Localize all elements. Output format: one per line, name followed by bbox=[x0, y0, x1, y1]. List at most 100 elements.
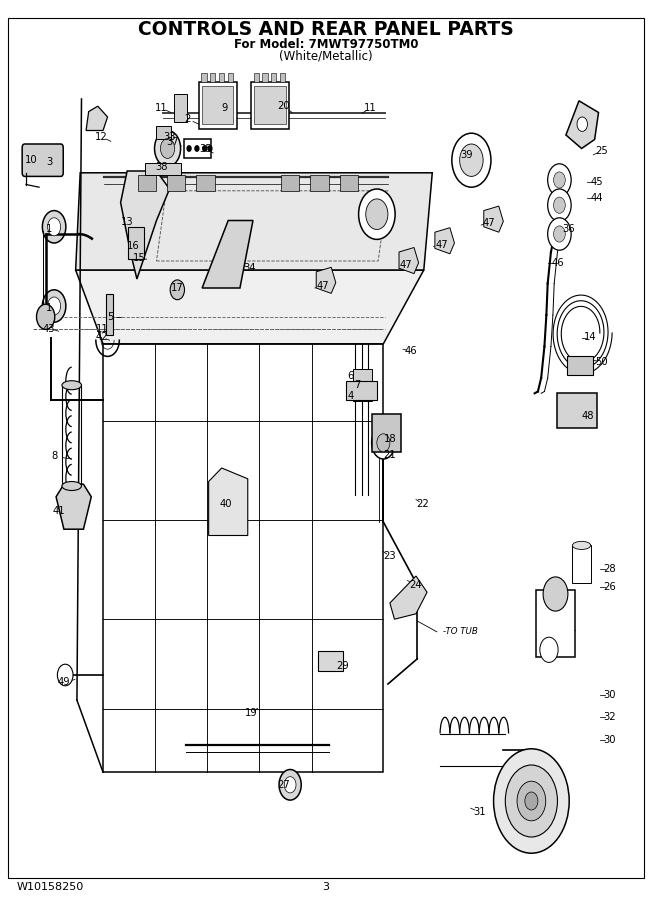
Circle shape bbox=[57, 664, 73, 686]
Circle shape bbox=[170, 280, 185, 300]
Text: 16: 16 bbox=[127, 240, 140, 251]
Text: 3: 3 bbox=[323, 881, 329, 892]
Ellipse shape bbox=[572, 541, 591, 549]
Text: 44: 44 bbox=[590, 193, 603, 203]
Text: 42: 42 bbox=[96, 332, 109, 343]
Bar bbox=[353, 384, 372, 400]
Text: 28: 28 bbox=[603, 563, 616, 574]
Polygon shape bbox=[76, 173, 432, 270]
Bar bbox=[196, 175, 215, 191]
Circle shape bbox=[377, 434, 390, 452]
Polygon shape bbox=[121, 171, 170, 279]
Text: 11: 11 bbox=[96, 323, 109, 334]
Bar bbox=[167, 175, 185, 191]
Bar bbox=[210, 73, 215, 82]
Text: CONTROLS AND REAR PANEL PARTS: CONTROLS AND REAR PANEL PARTS bbox=[138, 20, 514, 40]
Bar bbox=[251, 82, 289, 129]
Polygon shape bbox=[390, 576, 427, 619]
Bar bbox=[318, 651, 343, 670]
Circle shape bbox=[48, 218, 61, 236]
Circle shape bbox=[42, 290, 66, 322]
Bar bbox=[254, 73, 259, 82]
Text: 46: 46 bbox=[404, 346, 417, 356]
Text: 39: 39 bbox=[460, 149, 473, 160]
Bar bbox=[271, 73, 276, 82]
Text: (White/Metallic): (White/Metallic) bbox=[279, 50, 373, 62]
Ellipse shape bbox=[62, 482, 82, 490]
Text: 6: 6 bbox=[348, 371, 354, 382]
Text: 12: 12 bbox=[95, 131, 108, 142]
Bar bbox=[103, 344, 383, 772]
Bar bbox=[346, 381, 377, 400]
Bar bbox=[106, 294, 113, 335]
Bar bbox=[228, 73, 233, 82]
Text: 11: 11 bbox=[155, 103, 168, 113]
Circle shape bbox=[160, 139, 175, 158]
Text: 31: 31 bbox=[473, 806, 486, 817]
Polygon shape bbox=[202, 220, 253, 288]
Text: 22: 22 bbox=[416, 499, 429, 509]
Circle shape bbox=[195, 146, 199, 151]
Text: 13: 13 bbox=[121, 217, 134, 228]
Circle shape bbox=[42, 211, 66, 243]
Bar bbox=[340, 175, 358, 191]
Bar bbox=[572, 545, 591, 583]
Text: 32: 32 bbox=[603, 712, 616, 723]
Circle shape bbox=[155, 130, 181, 166]
Text: 47: 47 bbox=[482, 218, 496, 229]
Text: 3: 3 bbox=[46, 157, 52, 167]
Bar bbox=[536, 590, 575, 657]
Text: 50: 50 bbox=[595, 356, 608, 367]
FancyBboxPatch shape bbox=[372, 414, 401, 452]
Text: 49: 49 bbox=[57, 677, 70, 688]
Text: 47: 47 bbox=[399, 260, 412, 271]
Text: 38: 38 bbox=[155, 161, 168, 172]
Text: 37: 37 bbox=[166, 137, 179, 148]
Bar bbox=[199, 82, 237, 129]
Text: 19: 19 bbox=[244, 707, 258, 718]
Bar bbox=[174, 94, 187, 122]
Circle shape bbox=[525, 792, 538, 810]
Text: 33: 33 bbox=[163, 131, 176, 142]
Text: 9: 9 bbox=[222, 103, 228, 113]
Text: W10158250: W10158250 bbox=[16, 881, 83, 892]
Bar bbox=[262, 73, 267, 82]
Polygon shape bbox=[56, 484, 91, 529]
Polygon shape bbox=[76, 270, 424, 344]
Polygon shape bbox=[566, 101, 599, 148]
Circle shape bbox=[460, 144, 483, 176]
Text: 47: 47 bbox=[436, 239, 449, 250]
Text: 48: 48 bbox=[582, 410, 595, 421]
Polygon shape bbox=[86, 106, 108, 130]
Bar bbox=[202, 86, 233, 124]
Polygon shape bbox=[399, 248, 419, 274]
Text: 46: 46 bbox=[551, 257, 564, 268]
Text: 40: 40 bbox=[220, 499, 233, 509]
Text: 14: 14 bbox=[584, 332, 597, 343]
Text: -TO TUB: -TO TUB bbox=[443, 627, 478, 636]
FancyBboxPatch shape bbox=[557, 393, 597, 428]
Bar bbox=[281, 175, 299, 191]
Text: 30: 30 bbox=[603, 689, 616, 700]
Circle shape bbox=[37, 304, 55, 329]
Text: 18: 18 bbox=[383, 434, 396, 445]
Text: 21: 21 bbox=[383, 450, 396, 461]
Circle shape bbox=[187, 146, 191, 151]
Text: 2: 2 bbox=[184, 113, 190, 124]
Circle shape bbox=[548, 189, 571, 221]
Text: 11: 11 bbox=[364, 103, 377, 113]
Circle shape bbox=[494, 749, 569, 853]
Circle shape bbox=[540, 637, 558, 662]
Text: 8: 8 bbox=[51, 451, 57, 462]
Text: 24: 24 bbox=[409, 580, 422, 590]
Text: 23: 23 bbox=[383, 551, 396, 562]
Bar bbox=[184, 139, 211, 158]
Bar bbox=[219, 73, 224, 82]
Circle shape bbox=[577, 117, 587, 131]
Circle shape bbox=[279, 770, 301, 800]
Bar bbox=[254, 86, 286, 124]
Circle shape bbox=[366, 199, 388, 230]
Text: 36: 36 bbox=[562, 224, 575, 235]
Circle shape bbox=[208, 146, 212, 151]
Bar bbox=[353, 369, 372, 385]
